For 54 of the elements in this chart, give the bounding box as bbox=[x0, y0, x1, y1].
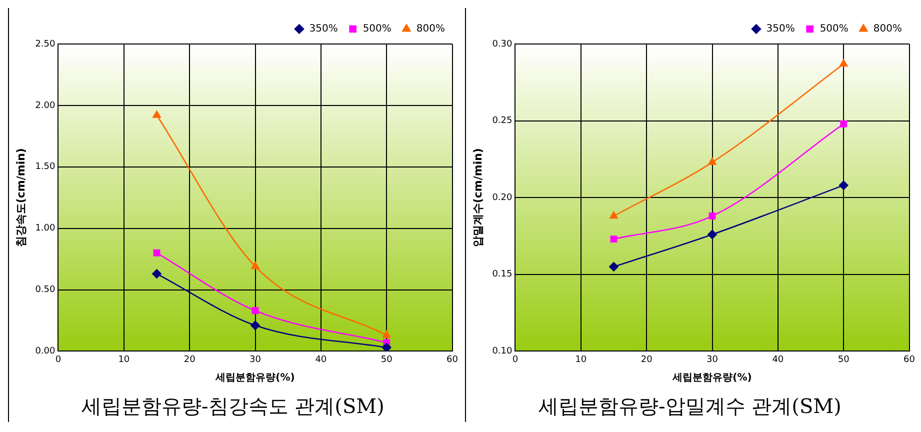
x-tick-label: 40 bbox=[772, 354, 784, 365]
x-tick-label: 0 bbox=[55, 354, 62, 365]
point bbox=[152, 110, 161, 118]
point bbox=[610, 236, 618, 243]
x-tick-label: 20 bbox=[184, 354, 196, 365]
x-tick-label: 0 bbox=[512, 354, 518, 365]
text: 세립분함유량-압밀계수 관계(SM) bbox=[538, 394, 842, 418]
y-tick-label: 0.50 bbox=[35, 285, 56, 296]
x-tick-label: 20 bbox=[640, 354, 653, 365]
y-axis-title: 침강속도(cm/min) bbox=[14, 148, 28, 248]
x-tick-label: 10 bbox=[118, 354, 130, 365]
point bbox=[382, 330, 391, 338]
point bbox=[839, 59, 848, 67]
legend-label: 350% bbox=[766, 24, 795, 35]
y-tick-label: 0.00 bbox=[35, 346, 56, 357]
x-tick-label: 30 bbox=[250, 354, 262, 365]
y-tick-label: 2.00 bbox=[35, 100, 56, 111]
point bbox=[840, 120, 848, 128]
y-tick-label: 0.20 bbox=[492, 192, 513, 203]
point bbox=[382, 342, 392, 352]
point bbox=[708, 158, 716, 165]
y-tick-label: 0.30 bbox=[492, 39, 513, 50]
legend-label: 500% bbox=[362, 24, 392, 35]
y-tick-label: 2.50 bbox=[35, 39, 56, 50]
x-axis-title: 세립분함유량(%) bbox=[672, 372, 752, 384]
y-tick-label: 1.00 bbox=[35, 224, 56, 234]
y-tick-label: 0.15 bbox=[492, 270, 512, 280]
legend-label: 800% bbox=[416, 24, 446, 35]
x-tick-label: 10 bbox=[575, 354, 587, 365]
point bbox=[252, 307, 259, 314]
point bbox=[251, 262, 260, 270]
y-tick-label: 1.50 bbox=[35, 162, 56, 172]
point bbox=[153, 249, 160, 256]
legend-label: 800% bbox=[873, 24, 902, 35]
point bbox=[610, 211, 618, 219]
point bbox=[838, 180, 848, 190]
x-tick-label: 40 bbox=[315, 354, 327, 365]
x-tick-label: 60 bbox=[904, 354, 916, 365]
y-axis-title: 압밀계수(cm/min) bbox=[471, 148, 484, 248]
point bbox=[708, 230, 717, 240]
legend-label: 500% bbox=[820, 24, 848, 35]
legend-label: 350% bbox=[309, 24, 338, 35]
point bbox=[152, 269, 162, 278]
x-axis-title: 세립분함유량(%) bbox=[214, 372, 295, 384]
y-tick-label: 0.10 bbox=[492, 346, 513, 357]
point bbox=[609, 262, 618, 272]
x-tick-label: 50 bbox=[838, 354, 850, 365]
point bbox=[708, 212, 716, 220]
text: 세립분함유량-침강속도 관계(SM) bbox=[82, 394, 384, 418]
point bbox=[250, 320, 260, 330]
x-tick-label: 30 bbox=[706, 354, 718, 365]
x-tick-label: 60 bbox=[446, 354, 458, 365]
y-tick-label: 0.25 bbox=[492, 116, 512, 126]
x-tick-label: 50 bbox=[380, 354, 393, 365]
